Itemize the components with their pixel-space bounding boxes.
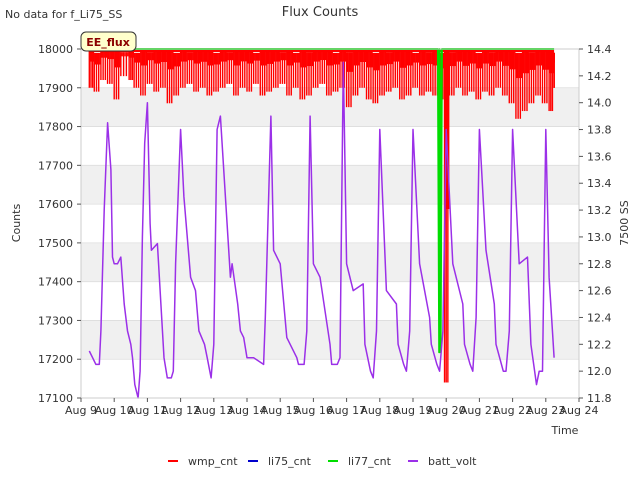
site-badge-label: EE_flux — [86, 36, 130, 49]
y-tick-label: 17300 — [38, 314, 73, 327]
x-tick-label: Aug 9 — [65, 404, 97, 417]
grid-band — [81, 281, 579, 321]
legend-label-li77-cnt: li77_cnt — [348, 455, 392, 468]
x-tick-label: Aug 14 — [228, 404, 267, 417]
y2-tick-label: 12.6 — [587, 285, 612, 298]
y-tick-label: 17700 — [38, 159, 73, 172]
legend: wmp_cnt li75_cnt li77_cnt batt_volt — [168, 455, 477, 468]
series-batt-volt-line — [88, 61, 555, 399]
y2-tick-label: 12.2 — [587, 338, 612, 351]
y2-tick-label: 13.4 — [587, 177, 612, 190]
y-tick-label: 17200 — [38, 353, 73, 366]
x-tick-label: Aug 20 — [427, 404, 466, 417]
x-tick-label: Aug 13 — [194, 404, 233, 417]
y-tick-label: 17400 — [38, 276, 73, 289]
legend-label-li75-cnt: li75_cnt — [268, 455, 312, 468]
chart-title: Flux Counts — [282, 5, 359, 20]
y2-tick-label: 11.8 — [587, 392, 612, 405]
grid-band — [81, 87, 579, 127]
series-wmp-cnt — [88, 49, 555, 383]
y2-axis-label: 7500 SS — [618, 200, 631, 245]
y2-tick-label: 14.0 — [587, 97, 612, 110]
x-tick-label: Aug 12 — [161, 404, 200, 417]
x-tick-label: Aug 24 — [560, 404, 599, 417]
plot-series-area — [88, 48, 555, 399]
x-tick-label: Aug 19 — [394, 404, 433, 417]
y-tick-label: 17900 — [38, 82, 73, 95]
y-tick-label: 17800 — [38, 121, 73, 134]
x-tick-label: Aug 21 — [460, 404, 499, 417]
x-tick-label: Aug 18 — [360, 404, 399, 417]
site-badge-box — [80, 31, 137, 52]
x-tick-label: Aug 17 — [327, 404, 366, 417]
site-badge: EE_flux — [80, 31, 137, 52]
y2-tick-label: 14.4 — [587, 43, 612, 56]
y-axis-right: 11.8 12.0 12.2 12.4 12.6 12.8 13.0 13.2 13.4 13.6… — [579, 43, 612, 405]
y2-tick-label: 12.8 — [587, 258, 612, 271]
legend-label-wmp-cnt: wmp_cnt — [188, 455, 238, 468]
grid-band — [81, 126, 579, 166]
grid-band — [81, 204, 579, 243]
y-tick-label: 17500 — [38, 237, 73, 250]
y2-tick-label: 12.0 — [587, 365, 612, 378]
y2-tick-label: 14.2 — [587, 70, 612, 83]
y2-tick-label: 13.8 — [587, 124, 612, 137]
no-data-note: No data for f_Li75_SS — [5, 8, 122, 21]
grid-band — [81, 242, 579, 282]
x-tick-label: Aug 22 — [493, 404, 532, 417]
y-tick-label: 17600 — [38, 198, 73, 211]
y-axis-label: Counts — [10, 204, 23, 243]
x-tick-label: Aug 11 — [128, 404, 167, 417]
x-tick-label: Aug 15 — [261, 404, 300, 417]
plot-frame — [80, 48, 580, 399]
grid-band — [81, 165, 579, 205]
x-tick-label: Aug 16 — [294, 404, 333, 417]
y2-tick-label: 13.2 — [587, 204, 612, 217]
y2-tick-label: 12.4 — [587, 311, 612, 324]
legend-label-batt-volt: batt_volt — [428, 455, 477, 468]
x-tick-label: Aug 23 — [526, 404, 565, 417]
y2-tick-label: 13.6 — [587, 150, 612, 163]
y-tick-label: 18000 — [38, 43, 73, 56]
y-axis-left: 17100 17200 17300 17400 17500 17600 17700 17800… — [38, 43, 81, 405]
x-axis-label: Time — [551, 424, 579, 437]
y-tick-label: 17100 — [38, 392, 73, 405]
grid-band — [81, 359, 579, 398]
x-tick-label: Aug 10 — [95, 404, 134, 417]
y2-tick-label: 13.0 — [587, 231, 612, 244]
